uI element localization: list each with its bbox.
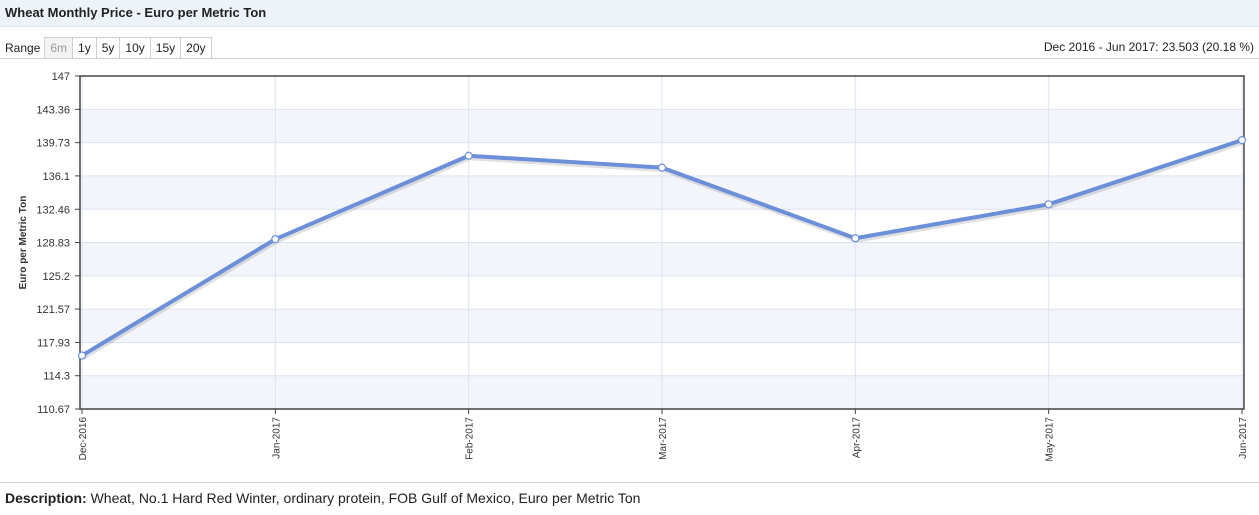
x-tick-label: Feb-2017 [465,417,476,460]
y-tick-label: 117.93 [37,337,70,349]
description-label: Description: [5,490,87,506]
data-point [1237,136,1247,145]
x-tick-label: Dec-2016 [78,417,89,461]
y-axis-title: Euro per Metric Ton [18,196,29,290]
range-button-20y[interactable]: 20y [181,38,211,58]
y-tick-label: 143.36 [36,104,70,116]
data-point [851,234,860,243]
range-label: Range [5,41,41,55]
range-button-15y[interactable]: 15y [150,38,182,58]
y-tick-label: 128.83 [36,238,70,250]
data-point [77,351,87,360]
title-bar: Wheat Monthly Price - Euro per Metric To… [0,0,1259,27]
x-tick-label: Jan-2017 [271,417,282,459]
range-button-6m[interactable]: 6m [45,38,74,58]
y-tick-label: 125.2 [42,271,70,283]
x-tick-label: May-2017 [1045,417,1056,462]
y-tick-label: 114.3 [43,371,70,383]
range-button-1y[interactable]: 1y [73,38,97,58]
y-tick-label: 147 [52,71,70,83]
y-tick-label: 139.73 [36,138,70,150]
range-selector: Range 6m 1y 5y 10y 15y 20y [5,37,212,59]
description-text: Wheat, No.1 Hard Red Winter, ordinary pr… [90,490,641,506]
range-summary: Dec 2016 - Jun 2017: 23.503 (20.18 %) [1043,40,1254,54]
x-tick-label: Jun-2017 [1238,417,1249,459]
y-tick-label: 136.1 [42,171,70,183]
divider [0,58,1259,59]
data-point [657,163,667,172]
chart-title: Wheat Monthly Price - Euro per Metric To… [5,5,267,20]
data-point [464,151,473,160]
y-tick-label: 121.57 [36,304,70,316]
y-tick-label: 110.67 [37,404,70,416]
x-tick-label: Apr-2017 [851,417,862,459]
range-button-5y[interactable]: 5y [96,38,121,58]
data-point [271,235,280,244]
range-button-10y[interactable]: 10y [120,38,151,58]
description: Description: Wheat, No.1 Hard Red Winter… [5,490,640,506]
x-tick-label: Mar-2017 [658,417,669,460]
range-buttons: 6m 1y 5y 10y 15y 20y [44,37,212,59]
y-tick-label: 132.46 [36,204,70,216]
divider [0,482,1259,483]
data-point [1044,200,1053,209]
line-chart: 110.67 114.3 117.93 121.57 125.2 128.83 132.46… [18,71,1249,462]
